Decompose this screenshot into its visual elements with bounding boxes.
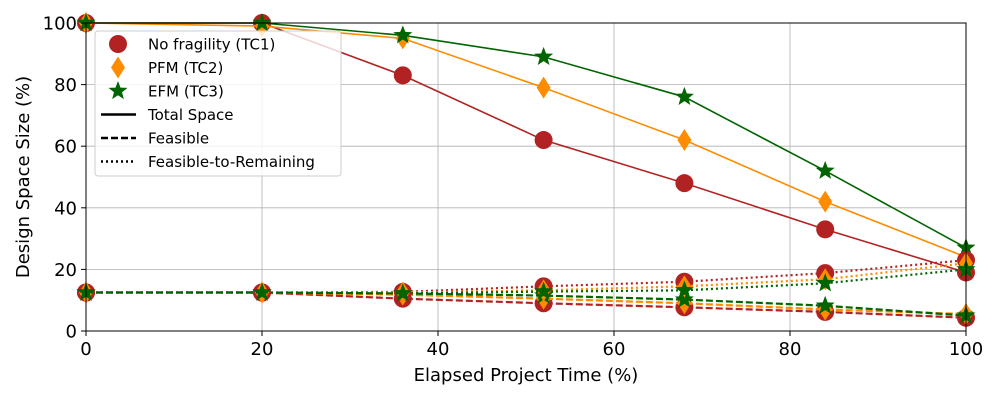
axes-frame — [85, 22, 967, 332]
y-tick-label: 60 — [54, 137, 77, 158]
data-point — [393, 25, 413, 44]
data-point — [815, 160, 835, 179]
plot-border — [85, 22, 967, 332]
data-point — [815, 295, 835, 314]
series-group — [76, 12, 976, 327]
legend-label: EFM (TC3) — [148, 83, 224, 101]
data-point — [675, 174, 694, 193]
data-point — [534, 281, 554, 300]
legend-label: Feasible-to-Remaining — [148, 153, 315, 171]
data-point — [674, 289, 694, 308]
x-tick-label: 0 — [80, 339, 91, 360]
legend-label: No fragility (TC1) — [148, 36, 275, 54]
legend-label: Feasible — [148, 130, 209, 148]
series-line — [86, 259, 967, 294]
series-dotted-circle — [77, 251, 975, 302]
x-axis-title: Elapsed Project Time (%) — [414, 365, 639, 386]
data-point — [534, 131, 553, 150]
y-tick-label: 100 — [43, 14, 77, 35]
data-point — [252, 282, 272, 301]
legend-marker-diamond — [111, 56, 125, 79]
y-tick-label: 40 — [54, 198, 77, 219]
legend-marker-circle — [109, 35, 127, 53]
legend: No fragility (TC1) PFM (TC2) EFM (TC3) Tota… — [94, 30, 342, 177]
y-tick-label: 0 — [66, 322, 77, 343]
legend-label: Total Space — [147, 106, 234, 124]
data-point — [816, 220, 835, 239]
data-point — [674, 86, 694, 106]
data-point — [393, 66, 412, 85]
x-tick-label: 60 — [603, 339, 626, 360]
y-tick-label: 20 — [54, 260, 77, 281]
x-tick-label: 20 — [251, 339, 274, 360]
data-point — [534, 46, 554, 65]
y-axis-title: Design Space Size (%) — [13, 76, 34, 278]
data-point — [674, 280, 694, 299]
x-tick-label: 80 — [779, 339, 802, 360]
legend-box — [94, 30, 342, 177]
x-tick-label: 100 — [949, 339, 983, 360]
data-point — [677, 129, 692, 152]
x-tick-label: 40 — [427, 339, 450, 360]
data-point — [76, 13, 96, 32]
data-point — [252, 13, 272, 32]
legend-marker-star — [108, 81, 128, 100]
y-tick-label: 80 — [54, 75, 77, 96]
tick-labels: 0 20 40 60 80 100 0 20 40 60 80 100 — [43, 14, 984, 361]
data-point — [536, 76, 551, 99]
data-point — [818, 190, 833, 213]
legend-label: PFM (TC2) — [148, 59, 223, 77]
data-point — [815, 273, 835, 292]
data-point — [393, 283, 413, 302]
